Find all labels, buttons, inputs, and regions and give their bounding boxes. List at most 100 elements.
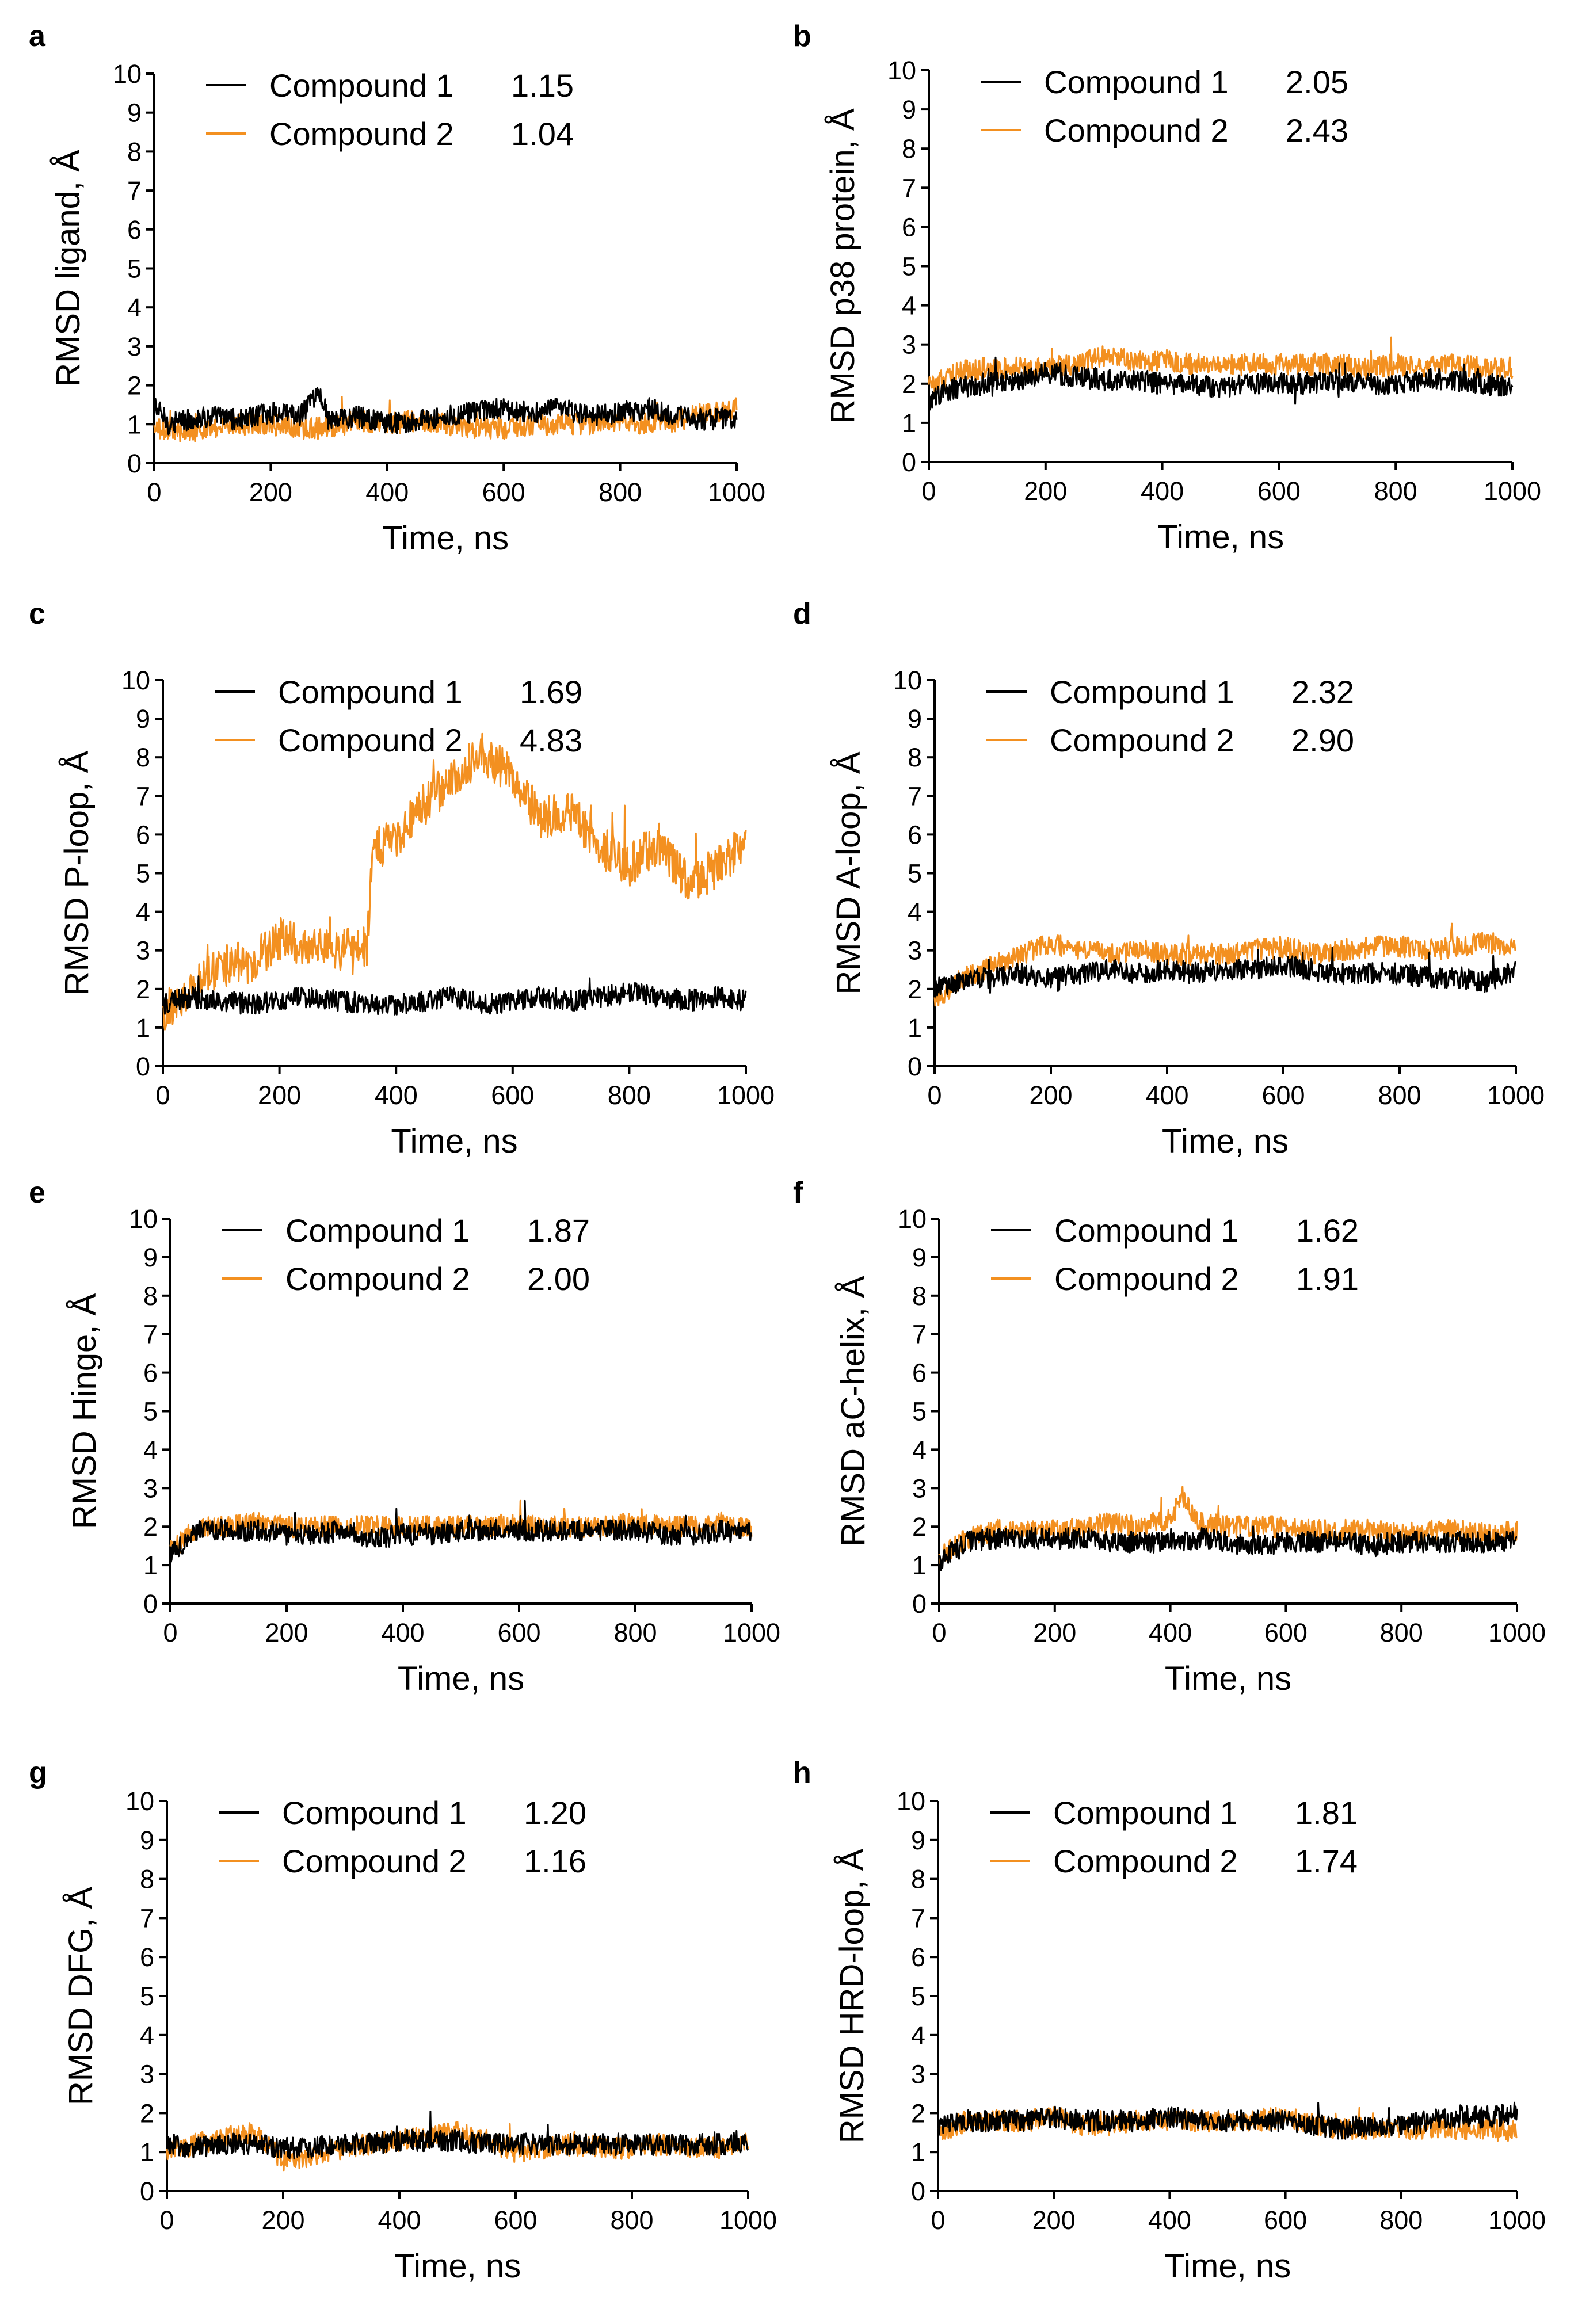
y-tick-label: 9	[143, 1243, 158, 1272]
legend-label-compound-2: Compound 2	[278, 722, 463, 758]
legend-label-compound-2: Compound 2	[1054, 1261, 1239, 1297]
y-tick-label: 4	[143, 1435, 158, 1464]
x-tick-label: 200	[261, 2205, 304, 2235]
legend-mean-compound-2: 1.91	[1296, 1261, 1359, 1297]
legend-mean-compound-1: 2.32	[1291, 674, 1354, 710]
y-tick-label: 2	[911, 2098, 925, 2128]
x-tick-label: 400	[381, 1618, 424, 1647]
x-tick-label: 200	[1033, 1618, 1076, 1647]
x-tick-label: 600	[1264, 2205, 1307, 2235]
y-tick-label: 8	[136, 743, 150, 772]
panel-label: e	[29, 1176, 45, 1209]
x-tick-label: 1000	[1487, 1081, 1545, 1110]
y-tick-label: 10	[121, 666, 150, 695]
y-tick-label: 6	[140, 1943, 154, 1972]
y-tick-label: 6	[143, 1358, 158, 1388]
y-tick-label: 4	[902, 291, 916, 320]
y-tick-label: 2	[127, 371, 142, 400]
y-tick-label: 6	[127, 215, 142, 245]
y-tick-label: 3	[136, 936, 150, 966]
panel-label: b	[793, 20, 811, 53]
y-tick-label: 5	[140, 1982, 154, 2011]
y-axis-label: RMSD p38 protein, Å	[824, 108, 862, 423]
y-tick-label: 7	[912, 1320, 927, 1349]
panel-label: h	[793, 1756, 811, 1789]
y-tick-label: 3	[143, 1474, 158, 1503]
panel-b: b 0 1 2 3 4 5 6 7 8 9 10 0 200 400 600 800 1000 Time, ns RM…	[793, 20, 1541, 556]
y-tick-label: 3	[140, 2060, 154, 2089]
legend-label-compound-1: Compound 1	[282, 1795, 467, 1831]
x-axis-label: Time, ns	[1157, 518, 1284, 556]
panel-label: a	[29, 20, 46, 53]
legend-label-compound-2: Compound 2	[1044, 112, 1229, 148]
x-tick-label: 800	[610, 2205, 653, 2235]
y-tick-label: 3	[908, 936, 922, 966]
panel-c: c 0 1 2 3 4 5 6 7 8 9 10 0 200 400 600 800 1000 Time, ns RM…	[29, 597, 775, 1160]
y-tick-label: 6	[911, 1943, 925, 1972]
y-tick-label: 5	[143, 1397, 158, 1426]
x-tick-label: 600	[1261, 1081, 1305, 1110]
x-axis-label: Time, ns	[1162, 1123, 1289, 1160]
panel-a: a 0 1 2 3 4 5 6 7 8 9 10 0 200 400 600 800 1000 Time, ns RM…	[29, 20, 765, 557]
y-tick-label: 1	[902, 409, 916, 438]
y-tick-label: 4	[908, 898, 922, 927]
y-tick-label: 0	[140, 2177, 154, 2206]
y-tick-label: 1	[908, 1013, 922, 1043]
y-tick-label: 2	[912, 1512, 927, 1541]
y-tick-label: 1	[127, 410, 142, 439]
y-tick-label: 2	[136, 975, 150, 1004]
legend-mean-compound-1: 1.87	[527, 1212, 590, 1249]
panel-g: g 0 1 2 3 4 5 6 7 8 9 10 0 200 400 600 800 1000 Time, ns RM…	[29, 1756, 777, 2285]
x-tick-label: 600	[497, 1618, 540, 1647]
x-tick-label: 0	[159, 2205, 174, 2235]
y-tick-label: 6	[902, 212, 916, 242]
x-tick-label: 200	[1024, 476, 1067, 506]
y-tick-label: 7	[911, 1903, 925, 1933]
panel-h: h 0 1 2 3 4 5 6 7 8 9 10 0 200 400 600 800 1000 Time, ns RM…	[793, 1756, 1546, 2285]
y-tick-label: 2	[143, 1512, 158, 1541]
series-line-compound-1	[933, 947, 1516, 997]
series-line-compound-2	[928, 336, 1514, 394]
x-tick-label: 800	[1378, 1081, 1421, 1110]
panel-label: c	[29, 597, 45, 631]
series-line-compound-1	[928, 356, 1514, 411]
x-tick-label: 400	[1145, 1081, 1188, 1110]
x-axis-label: Time, ns	[1165, 1660, 1291, 1697]
y-tick-label: 2	[908, 975, 922, 1004]
y-tick-label: 1	[143, 1551, 158, 1580]
legend-label-compound-2: Compound 2	[282, 1843, 467, 1879]
y-tick-label: 1	[136, 1013, 150, 1043]
legend-mean-compound-2: 4.83	[520, 722, 582, 758]
y-tick-label: 5	[127, 254, 142, 284]
x-axis-label: Time, ns	[394, 2247, 521, 2285]
y-tick-label: 7	[140, 1903, 154, 1933]
x-tick-label: 600	[1257, 476, 1301, 506]
series-line-compound-1	[938, 1525, 1518, 1571]
y-tick-label: 10	[113, 59, 142, 89]
x-tick-label: 0	[147, 478, 161, 507]
y-tick-label: 7	[143, 1320, 158, 1349]
legend-label-compound-1: Compound 1	[1053, 1795, 1238, 1831]
y-tick-label: 8	[911, 1865, 925, 1894]
x-tick-label: 800	[613, 1618, 657, 1647]
legend-mean-compound-1: 1.15	[511, 67, 574, 104]
y-tick-label: 5	[136, 859, 150, 888]
y-tick-label: 8	[127, 137, 142, 166]
x-tick-label: 400	[1149, 1618, 1192, 1647]
y-tick-label: 5	[911, 1982, 925, 2011]
y-tick-label: 0	[911, 2177, 925, 2206]
legend-mean-compound-2: 2.90	[1291, 722, 1354, 758]
y-tick-label: 9	[911, 1826, 925, 1855]
x-tick-label: 1000	[719, 2205, 777, 2235]
panel-label: f	[793, 1176, 803, 1209]
x-tick-label: 0	[163, 1618, 177, 1647]
y-tick-label: 9	[912, 1243, 927, 1272]
legend-mean-compound-1: 1.20	[524, 1795, 586, 1831]
series-line-compound-1	[166, 2110, 749, 2160]
y-tick-label: 9	[140, 1826, 154, 1855]
x-tick-label: 1000	[708, 478, 765, 507]
panel-label: d	[793, 597, 811, 631]
y-tick-label: 3	[912, 1474, 927, 1503]
x-tick-label: 200	[249, 478, 292, 507]
